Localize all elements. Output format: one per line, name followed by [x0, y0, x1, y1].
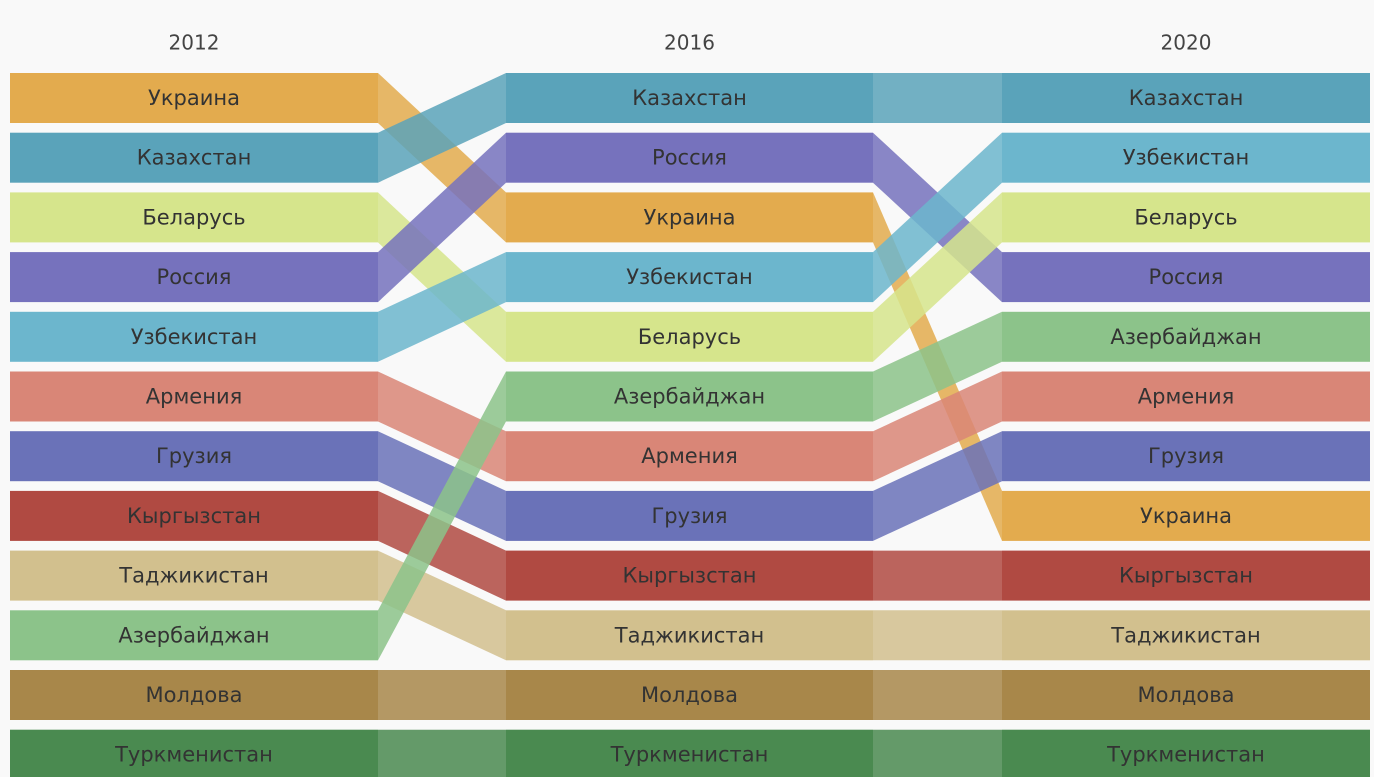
country-label: Армения: [146, 385, 242, 409]
connector: [873, 550, 1002, 601]
rank-bar: [10, 490, 378, 541]
country-label: Армения: [641, 444, 737, 468]
country-label: Кыргызстан: [623, 564, 757, 588]
rank-bar: [506, 729, 873, 777]
country-label: Узбекистан: [131, 325, 258, 349]
connector: [873, 431, 1002, 541]
country-label: Узбекистан: [1123, 146, 1250, 170]
country-label: Украина: [1140, 504, 1232, 528]
rank-bar: [10, 311, 378, 362]
rank-bar: [10, 73, 378, 123]
rank-bar: [1002, 550, 1370, 601]
connector: [873, 729, 1002, 777]
year-label: 2016: [664, 31, 715, 55]
country-label: Таджикистан: [614, 623, 765, 647]
rank-bar: [506, 431, 873, 482]
country-label: Азербайджан: [614, 385, 765, 409]
country-label: Беларусь: [1134, 205, 1237, 229]
country-label: Россия: [157, 265, 232, 289]
country-label: Молдова: [641, 683, 738, 707]
rank-bar: [10, 670, 378, 720]
connector: [378, 729, 506, 777]
rank-bar: [506, 73, 873, 123]
rank-bar: [10, 371, 378, 422]
rank-bar: [10, 610, 378, 661]
rank-bar: [506, 610, 873, 661]
rank-bar: [506, 132, 873, 183]
country-label: Узбекистан: [626, 265, 753, 289]
rank-bar: [10, 550, 378, 601]
rank-bar: [1002, 371, 1370, 422]
rank-bar: [10, 192, 378, 243]
country-label: Азербайджан: [118, 623, 269, 647]
country-label: Казахстан: [1129, 86, 1244, 110]
country-label: Армения: [1138, 385, 1234, 409]
connector: [873, 311, 1002, 422]
connector: [873, 192, 1002, 362]
connector: [873, 73, 1002, 123]
connector: [378, 252, 506, 362]
rank-bar: [10, 252, 378, 303]
country-label: Азербайджан: [1110, 325, 1261, 349]
rank-bar: [506, 192, 873, 243]
country-label: Таджикистан: [118, 564, 269, 588]
rank-bar: [10, 132, 378, 183]
rank-bar: [506, 252, 873, 303]
connector: [378, 371, 506, 661]
rank-bar: [506, 670, 873, 720]
country-label: Туркменистан: [1106, 743, 1265, 767]
rank-bar: [506, 490, 873, 541]
country-label: Грузия: [156, 444, 232, 468]
connector: [378, 431, 506, 541]
rank-bar: [1002, 729, 1370, 777]
connector: [873, 670, 1002, 720]
country-label: Украина: [644, 205, 736, 229]
rank-bar: [1002, 670, 1370, 720]
connector: [873, 132, 1002, 303]
rank-bar: [10, 729, 378, 777]
country-label: Кыргызстан: [1119, 564, 1253, 588]
connector: [378, 670, 506, 720]
country-label: Кыргызстан: [127, 504, 261, 528]
connector: [873, 610, 1002, 661]
country-label: Грузия: [651, 504, 727, 528]
year-label: 2020: [1161, 31, 1212, 55]
country-label: Россия: [652, 146, 727, 170]
rank-bar: [506, 550, 873, 601]
rank-bar: [10, 431, 378, 482]
country-label: Украина: [148, 86, 240, 110]
country-label: Молдова: [1137, 683, 1234, 707]
rank-bar: [1002, 192, 1370, 243]
country-label: Туркменистан: [114, 743, 273, 767]
country-label: Казахстан: [137, 146, 252, 170]
connector: [378, 132, 506, 303]
rank-bar: [1002, 132, 1370, 183]
rank-bar: [1002, 311, 1370, 362]
rank-bar: [1002, 252, 1370, 303]
rank-bar: [506, 371, 873, 422]
year-label: 2012: [169, 31, 220, 55]
connector: [873, 371, 1002, 482]
rank-bar: [1002, 490, 1370, 541]
country-label: Беларусь: [638, 325, 741, 349]
rank-bar: [1002, 431, 1370, 482]
country-label: Молдова: [145, 683, 242, 707]
connector: [378, 490, 506, 601]
country-label: Беларусь: [142, 205, 245, 229]
country-label: Туркменистан: [610, 743, 769, 767]
rank-bar: [1002, 73, 1370, 123]
country-label: Россия: [1149, 265, 1224, 289]
country-label: Казахстан: [632, 86, 747, 110]
connector: [378, 73, 506, 183]
rank-bar: [506, 311, 873, 362]
country-label: Таджикистан: [1110, 623, 1261, 647]
country-label: Грузия: [1148, 444, 1224, 468]
rank-bar: [1002, 610, 1370, 661]
